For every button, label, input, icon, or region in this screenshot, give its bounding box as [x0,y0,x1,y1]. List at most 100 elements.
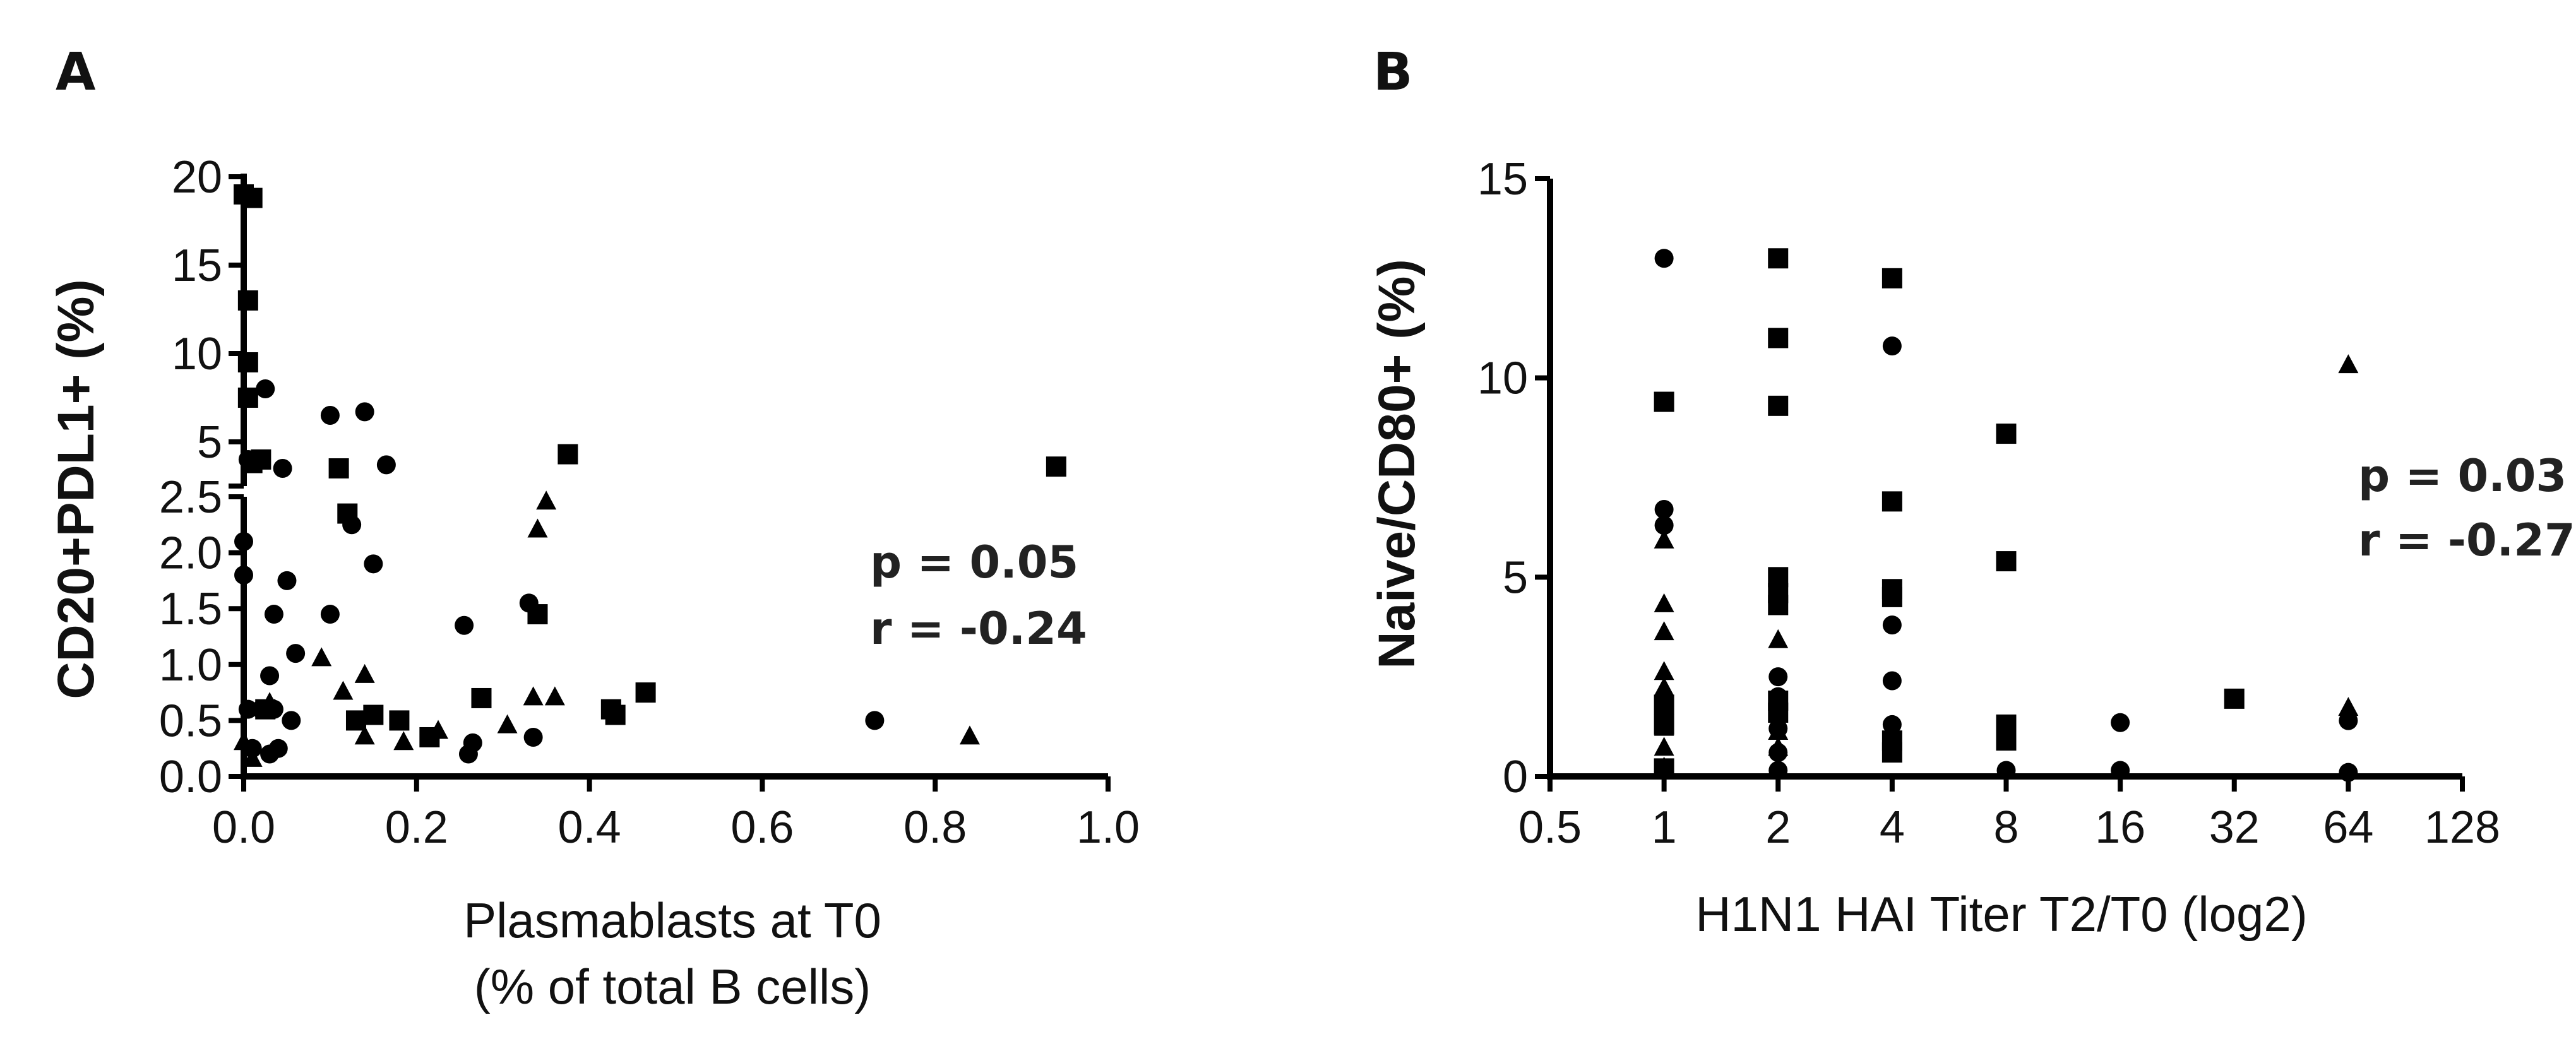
panel-b-circle-point [1882,615,1902,635]
panel-b-circle-point [1768,667,1788,687]
panel-a-y-tick-label: 1.5 [159,584,222,634]
panel-a-x-tick-label: 0.0 [212,802,275,853]
panel-a-y-tick-label: 15 [172,240,222,291]
panel-a-square-point [337,503,358,524]
panel-a-triangle-point [523,686,544,706]
panel-a-circle-point [455,615,474,635]
panel-b-triangle-point [1654,756,1674,776]
panel-a-y-tick-label: 2.0 [159,528,222,579]
panel-b-y-tick-label: 15 [1477,154,1528,205]
panel-b-circle-point [2111,713,2130,732]
panel-a-triangle-point [393,731,414,751]
panel-b-square-point [1654,391,1674,412]
panel-b-circle-point [1882,336,1902,356]
panel-a-circle-point [277,571,297,590]
panel-a-triangle-point [234,731,254,751]
panel-a-square-point [345,710,366,731]
panel-b-y-tick-label: 5 [1503,552,1528,603]
panel-b-triangle-point [1654,677,1674,696]
panel-b-triangle-point [1768,720,1789,740]
panel-a-p-value: p = 0.05 [870,537,1078,588]
panel-b-triangle-point [1768,629,1789,648]
panel-a-circle-point [273,459,292,478]
panel-b-square-point [1881,742,1902,763]
panel-a-y-tick-label: 0.5 [159,696,222,746]
panel-b-triangle-point [2338,354,2359,374]
panel-a-square-point [527,604,548,625]
panel-a-square-point [237,388,258,408]
panel-a-triangle-point [354,725,375,745]
panel-a-circle-point [260,666,280,686]
panel-b-triangle-point [1768,737,1789,756]
panel-a-triangle-point [527,518,548,538]
panel-a-y-tick-label: 10 [172,329,222,379]
panel-b-x-axis-title: H1N1 HAI Titer T2/T0 (log2) [1695,886,2308,942]
panel-a-circle-point [282,711,301,730]
panel-a-y-axis-title: CD20+PDL1+ (%) [47,279,105,699]
panel-b-x-ticks: 0.5 1 2 4 8 16 32 64 128 [1518,776,2500,853]
panel-a-x-tick-label: 0.2 [385,802,448,853]
panel-b-x-tick-label: 2 [1765,802,1791,853]
panel-b-circle-point [2111,761,2130,780]
panel-b-x-tick-label: 128 [2424,802,2500,853]
panel-a-square-point [558,444,578,465]
panel-b-circle-point [2339,763,2358,782]
panel-a-x-tick-label: 0.6 [730,802,794,853]
panel-a-x-ticks: 0.0 0.2 0.4 0.6 0.8 1.0 [212,776,1140,853]
panel-a-circle-point [256,379,275,398]
panel-b-square-point [1996,730,2017,751]
panel-a-y-tick-label: 20 [172,152,222,203]
panel-b-circle-point [1882,715,1902,734]
panel-b-x-tick-label: 4 [1880,802,1905,853]
panel-b-square-point [1996,551,2017,572]
panel-a-square-point [605,704,626,725]
panel-b-circle-point [1996,761,2016,780]
panel-a-circle-point [320,406,340,425]
panel-a-circle-point [238,699,258,719]
panel-b-square-point [1768,395,1789,416]
panel-b-x-tick-label: 0.5 [1518,802,1582,853]
panel-a-circle-point [320,605,340,624]
panel-a-triangle-point [354,663,375,683]
panel-b-y-axis-title: Naive/CD80+ (%) [1368,259,1426,668]
panel-b-triangle-point [1654,661,1674,680]
panel-b-square-point [1768,248,1789,269]
panel-b-triangle-point [1654,716,1674,736]
panel-a-label: A [56,42,96,102]
panel-b-triangle-point [1654,737,1674,756]
panel-a-x-axis-title-line2: (% of total B cells) [474,959,871,1014]
panel-a-square-point [1046,456,1066,477]
panel-b-square-point [1881,491,1902,512]
panel-a-triangle-point [544,686,565,706]
panel-a-x-tick-label: 0.8 [903,802,967,853]
panel-b-square-point [1881,268,1902,288]
panel-b-circle-point [2339,711,2358,730]
panel-b-triangle-point [1654,621,1674,641]
panel-b-x-tick-label: 16 [2095,802,2145,853]
panel-a-circle-point [523,727,543,747]
panel-a-circle-point [376,455,396,475]
panel-a-triangle-point [497,714,518,733]
panel-a-y-ticks: 0.0 0.51.0 1.52.02.55 10 15 20 [159,152,244,802]
panel-b-triangle-point [1654,593,1674,612]
panel-a-x-axis-title-line1: Plasmablasts at T0 [463,893,881,948]
panel-b-circle-point [1654,249,1674,268]
panel-a-r-value: r = -0.24 [870,603,1087,655]
panel-b-data-points [1654,248,2359,782]
panel-a-triangle-point [259,692,280,711]
panel-b-r-value: r = -0.27 [2358,514,2575,566]
panel-a-circle-point [268,739,288,758]
panel-b-x-tick-label: 8 [1993,802,2018,853]
panel-a-square-point [363,704,384,725]
panel-a-square-point [389,710,410,731]
panel-a-circle-point [264,605,283,624]
panel-b-square-point [2224,688,2245,709]
panel-a-triangle-point [959,725,980,745]
panel-b-triangle-point [1654,529,1674,549]
panel-a-y-tick-label: 0.0 [159,752,222,802]
panel-a-y-tick-label: 1.0 [159,640,222,691]
panel-a-circle-point [234,531,253,551]
panel-b-x-tick-label: 1 [1652,802,1677,853]
panel-a-circle-point [234,566,253,585]
